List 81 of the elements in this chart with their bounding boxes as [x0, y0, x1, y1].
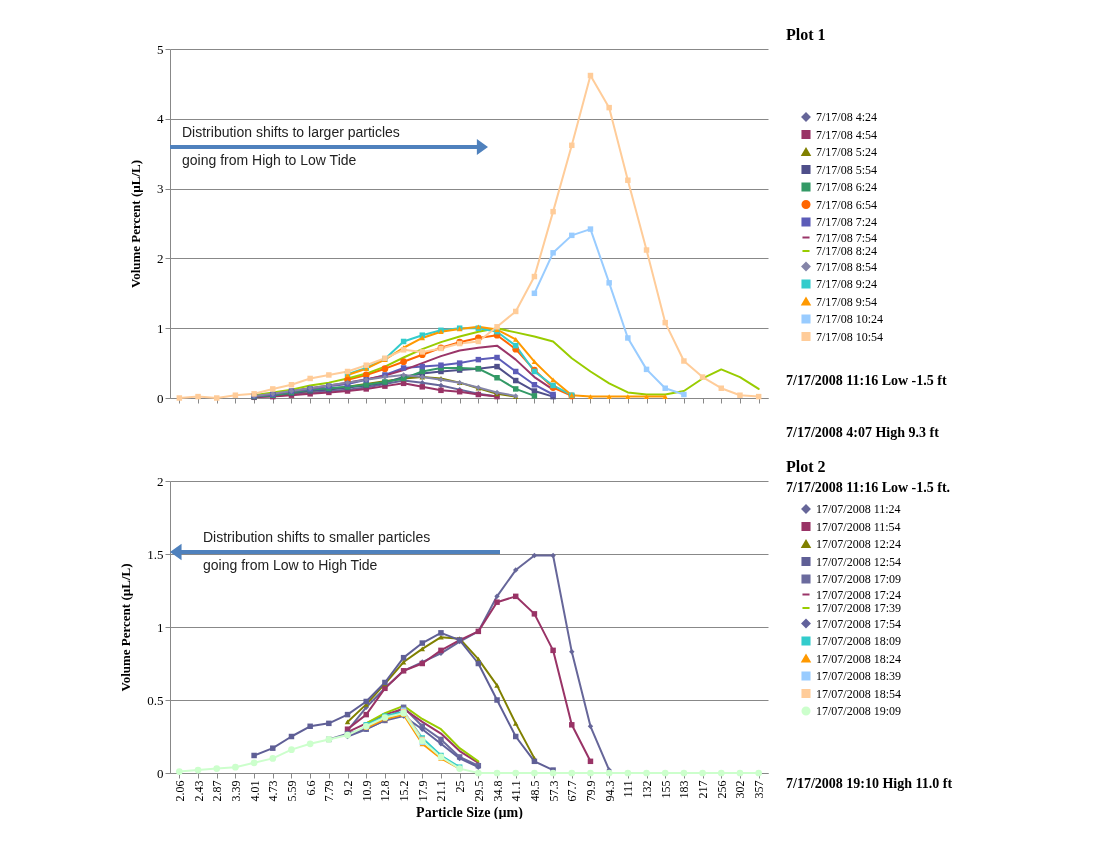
legend-label: 7/17/08 6:54 — [816, 197, 878, 212]
x-tick-label: 29.5 — [471, 780, 486, 802]
y-tick-label: 3 — [157, 181, 164, 197]
x-tick-label: 5.59 — [284, 780, 299, 802]
legend-label: 7/17/08 4:24 — [816, 110, 878, 124]
y-axis-title: Volume Percent (µL/L) — [118, 563, 134, 692]
y-tick-label: 0 — [157, 390, 164, 406]
legend-label: 17/07/2008 11:24 — [816, 502, 901, 516]
x-tick-label: 111 — [621, 780, 636, 798]
legend-label: 17/07/2008 17:54 — [816, 616, 902, 631]
legend-label: 7/17/08 5:54 — [816, 162, 878, 177]
legend-label: 17/07/2008 18:09 — [816, 634, 902, 648]
x-tick-label: 217 — [696, 780, 711, 799]
text: 7/17/2008 19:10 High 11.0 ft — [786, 776, 953, 791]
x-tick-label: 17.9 — [415, 780, 430, 802]
x-tick-label: 6.6 — [303, 780, 318, 796]
y-axis-title: Volume Percent (µL/L) — [128, 159, 143, 289]
legend-label: 17/07/2008 17:09 — [816, 572, 902, 586]
legend-label: 7/17/08 6:24 — [816, 180, 878, 194]
x-tick-label: 67.7 — [565, 780, 580, 802]
text: 7/17/2008 11:16 Low -1.5 ft — [786, 373, 947, 388]
text: Plot 2 — [786, 458, 826, 475]
y-tick-label: 1.5 — [147, 546, 164, 562]
x-tick-label: 15.2 — [397, 780, 412, 802]
x-tick-label: 25 — [453, 780, 468, 793]
x-tick-label: 10.9 — [359, 780, 374, 802]
legend-label: 7/17/08 9:54 — [816, 294, 878, 309]
legend-label: 17/07/2008 12:54 — [816, 554, 902, 569]
x-tick-label: 2.06 — [172, 780, 187, 802]
legend-label: 17/07/2008 18:24 — [816, 651, 902, 666]
y-tick-label: 2 — [157, 250, 164, 266]
legend-label: 7/17/08 5:24 — [816, 145, 878, 159]
x-tick-label: 9.2 — [341, 780, 356, 796]
x-tick-label: 2.43 — [191, 780, 206, 802]
legend-label: 7/17/08 10:54 — [816, 329, 884, 344]
x-tick-label: 41.1 — [509, 780, 524, 802]
legend-label: 7/17/08 7:24 — [816, 215, 878, 229]
text: 7/17/2008 4:07 High 9.3 ft — [786, 425, 940, 440]
legend-label: 7/17/08 8:54 — [816, 259, 878, 274]
legend-label: 17/07/2008 19:09 — [816, 704, 902, 718]
x-tick-label: 4.73 — [266, 780, 281, 802]
annotation: Distribution shifts to larger particles going from High to Low Tide — [182, 124, 400, 168]
text: 7/17/2008 11:16 Low -1.5 ft. — [786, 480, 951, 495]
x-tick-label: 302 — [733, 780, 748, 799]
legend-label: 17/07/2008 17:24 — [816, 587, 902, 602]
legend-label: 17/07/2008 11:54 — [816, 519, 901, 534]
x-tick-label: 12.8 — [378, 780, 393, 802]
x-tick-label: 7.79 — [322, 780, 337, 802]
legend-label: 17/07/2008 12:24 — [816, 537, 902, 551]
x-tick-label: 256 — [714, 780, 729, 799]
legend-label: 7/17/08 10:24 — [816, 312, 884, 326]
annotation: Distribution shifts to smaller particles going from Low to High Tide — [203, 529, 431, 573]
x-tick-label: 57.3 — [546, 780, 561, 802]
y-tick-label: 0 — [157, 765, 164, 781]
x-tick-label: 2.87 — [210, 780, 225, 802]
x-tick-label: 34.8 — [490, 780, 505, 802]
legend-label: 17/07/2008 18:39 — [816, 669, 902, 683]
text: Plot 1 — [786, 26, 826, 43]
legend-label: 7/17/08 7:54 — [816, 230, 878, 245]
y-tick-label: 2 — [157, 473, 164, 489]
x-tick-label: 21.1 — [434, 780, 449, 802]
legend-label: 17/07/2008 17:39 — [816, 601, 902, 615]
y-tick-label: 1 — [157, 320, 164, 336]
y-tick-label: 1 — [157, 619, 164, 635]
x-axis-title: Particle Size (µm) — [416, 804, 524, 821]
x-tick-label: 94.3 — [602, 780, 617, 802]
legend-label: 7/17/08 4:54 — [816, 127, 878, 142]
x-tick-label: 357 — [752, 780, 767, 799]
x-tick-label: 3.39 — [228, 780, 243, 802]
x-tick-label: 132 — [640, 780, 655, 799]
x-tick-label: 79.9 — [583, 780, 598, 802]
legend-label: 7/17/08 8:24 — [816, 244, 878, 258]
x-tick-label: 155 — [658, 780, 673, 799]
y-tick-label: 4 — [157, 111, 164, 127]
x-tick-label: 48.5 — [527, 780, 542, 802]
legend-label: 7/17/08 9:24 — [816, 277, 878, 291]
legend-label: 17/07/2008 18:54 — [816, 686, 902, 701]
y-tick-label: 5 — [157, 41, 164, 57]
y-tick-label: 0.5 — [147, 692, 164, 708]
x-tick-label: 183 — [677, 780, 692, 799]
x-tick-label: 4.01 — [247, 780, 262, 802]
